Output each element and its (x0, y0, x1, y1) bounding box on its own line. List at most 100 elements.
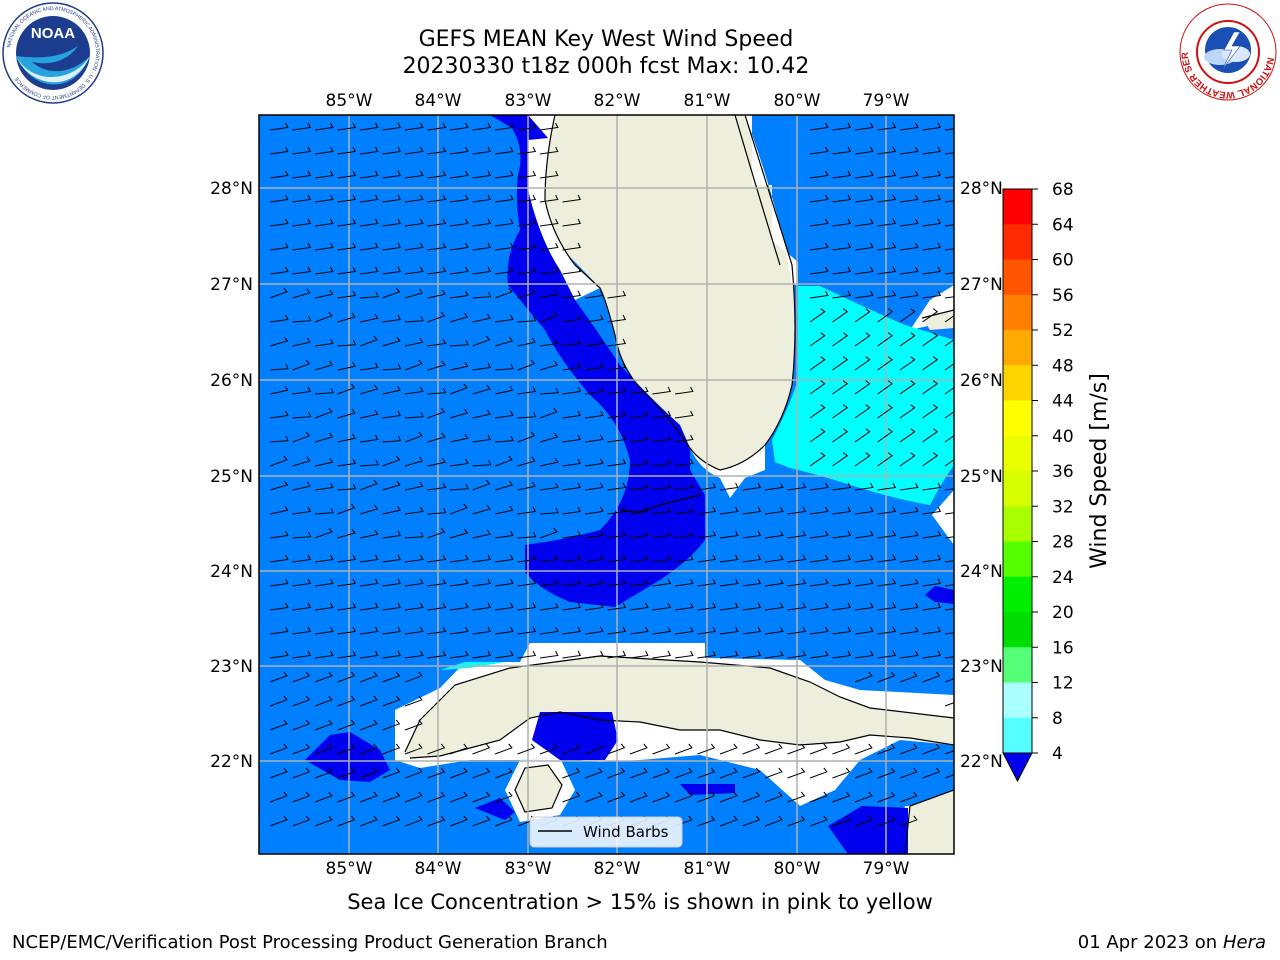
wind-barb (944, 488, 954, 491)
wind-barb (404, 315, 424, 323)
wind-barb (427, 527, 446, 539)
wind-barb (449, 194, 469, 203)
wind-barb (449, 791, 468, 803)
wind-barb (314, 266, 334, 275)
wind-barb (359, 743, 378, 755)
wind-barb (314, 743, 333, 755)
wind-barb (337, 483, 357, 491)
wind-barb (809, 122, 829, 131)
wind-barb (944, 411, 954, 419)
wind-barb (517, 531, 537, 539)
wind-barb (674, 626, 694, 635)
wind-barb (382, 410, 402, 419)
wind-barb (607, 314, 627, 323)
wind-barb (427, 626, 447, 635)
wind-barb (494, 218, 514, 227)
wind-barb (899, 506, 919, 515)
wind-barb (877, 815, 896, 827)
wind-barb (922, 650, 942, 659)
wind-barb (562, 266, 582, 275)
wind-barb (472, 626, 492, 635)
wind-barb (517, 554, 537, 563)
colorbar-segment (1003, 612, 1032, 648)
wind-barb (359, 434, 379, 443)
wind-barb (337, 266, 357, 275)
wind-barb (382, 626, 402, 635)
wind-barb (899, 290, 919, 299)
wind-barb (337, 170, 357, 179)
wind-barb (517, 315, 537, 323)
wind-barb (314, 767, 333, 779)
wind-barb (494, 767, 513, 779)
wind-barb (562, 434, 582, 443)
wind-barb (652, 602, 672, 611)
wind-barb (472, 434, 492, 443)
wind-barb (269, 480, 289, 491)
wind-barb (359, 409, 379, 419)
wind-barb (404, 481, 424, 491)
wind-barb (877, 290, 897, 299)
wind-barb (944, 774, 954, 779)
wind-barb (382, 554, 402, 563)
wind-barb (472, 554, 492, 563)
wind-barb (472, 266, 492, 275)
wind-barb (584, 530, 604, 539)
wind-barb (359, 122, 379, 131)
lon-ticks-top: 85°W 84°W 83°W 82°W 81°W 80°W 79°W (326, 91, 910, 111)
wind-barb (517, 170, 537, 179)
wind-barb (404, 743, 423, 755)
wind-barb (832, 506, 852, 515)
wind-barb (854, 242, 874, 251)
wind-barb (427, 122, 447, 131)
wind-barb (787, 482, 807, 491)
wind-barb (449, 339, 469, 347)
wind-barb (562, 242, 582, 251)
wind-barb (809, 767, 828, 779)
wind-barb (607, 791, 626, 803)
wind-barb (292, 743, 311, 755)
wind-barb (292, 671, 311, 683)
colorbar-segment (1003, 506, 1032, 542)
wind-barb (314, 242, 334, 251)
wind-barb (427, 578, 447, 587)
wind-barb (674, 602, 694, 611)
wind-barb (877, 530, 897, 539)
wind-barb (494, 815, 513, 827)
wind-barb (517, 218, 537, 227)
wind-barb (832, 530, 852, 539)
wind-barb (494, 146, 514, 155)
wind-barb (517, 602, 537, 611)
lat-tick-left: 24°N (210, 562, 253, 582)
wind-barb (922, 626, 942, 635)
wind-barb (899, 815, 918, 827)
wind-barb (584, 791, 603, 803)
wind-barb (832, 626, 852, 635)
wind-barb (292, 288, 311, 299)
wind-barb (697, 767, 716, 779)
colorbar-segment (1003, 576, 1032, 613)
colorbar-tick-label: 12 (1052, 674, 1074, 694)
wind-barb (832, 554, 852, 563)
wind-barb (382, 650, 402, 659)
wind-barb (449, 650, 469, 659)
wind-barb (539, 507, 559, 515)
wind-barb (697, 578, 717, 587)
wind-barb (494, 410, 514, 419)
wind-barb (899, 266, 919, 275)
wind-barb (382, 287, 401, 299)
wind-barb (944, 678, 954, 683)
wind-barb (764, 767, 783, 779)
wind-barb (764, 743, 783, 755)
wind-barb (539, 289, 559, 299)
wind-barb (494, 455, 513, 467)
wind-barb (292, 411, 312, 419)
wind-barb (269, 194, 289, 203)
wind-barb (337, 602, 357, 611)
wind-barb (314, 507, 334, 515)
wind-barb (562, 578, 582, 587)
lat-ticks-right: 28°N 27°N 26°N 25°N 24°N 23°N 22°N (960, 179, 1003, 772)
wind-barb (832, 602, 852, 611)
lat-tick-left: 26°N (210, 371, 253, 391)
colorbar-segment (1003, 330, 1032, 366)
wind-barb (269, 743, 288, 755)
